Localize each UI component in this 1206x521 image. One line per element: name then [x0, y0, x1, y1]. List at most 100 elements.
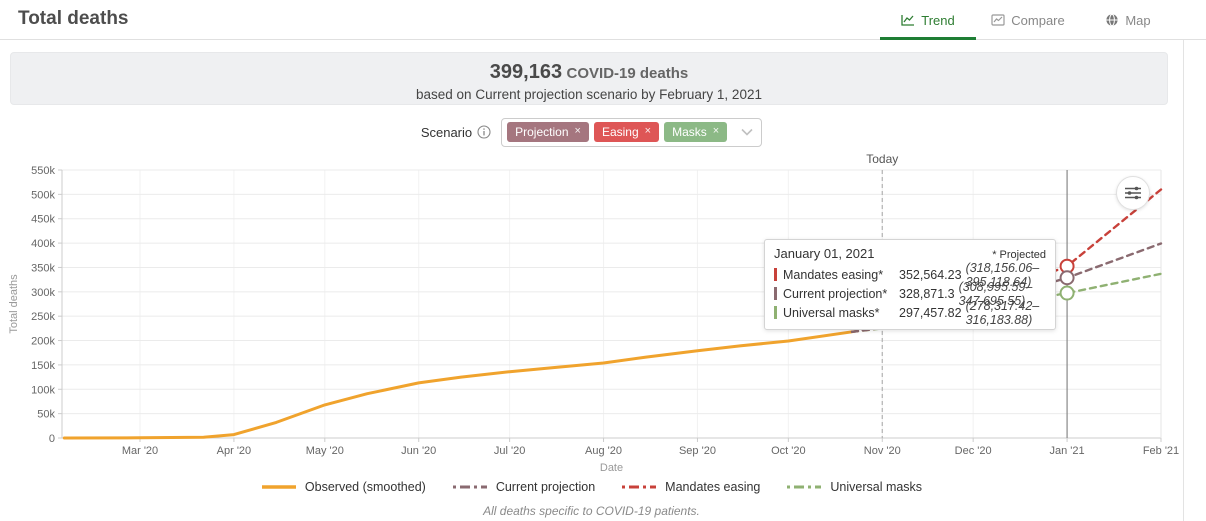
tooltip-row: Current projection* 328,871.3 (308,995.59–…: [774, 280, 1046, 308]
series-observed-smoothed-: [62, 330, 854, 440]
tooltip-series-ci: (278,317.42–316,183.88): [965, 298, 1040, 327]
remove-tag-icon[interactable]: ×: [644, 125, 652, 138]
summary-subtitle: based on Current projection scenario by …: [416, 87, 762, 102]
x-tick-label: Oct '20: [771, 445, 806, 457]
legend-label: Observed (smoothed): [304, 480, 426, 494]
scenario-row: Scenario Projection × Easing × Masks ×: [0, 116, 1183, 148]
scenario-label: Scenario: [420, 124, 473, 140]
page-title: Total deaths: [18, 8, 129, 29]
tooltip-series-color-bar: [774, 268, 777, 281]
y-tick-label: 350k: [31, 262, 55, 274]
tooltip-series-label: Current projection*: [783, 286, 888, 301]
tooltip-row: Universal masks* 297,457.82 (278,317.42–31…: [774, 299, 1046, 327]
y-tick-label: 400k: [31, 238, 55, 250]
scenario-tag-label: Projection: [515, 124, 569, 139]
tab-trend[interactable]: Trend: [878, 0, 978, 40]
scenario-tag-easing[interactable]: Easing ×: [593, 121, 660, 143]
y-tick-label: 0: [49, 433, 55, 445]
summary-banner: 399,163 COVID-19 deaths based on Current…: [10, 52, 1168, 105]
scenario-tag-label: Masks: [672, 124, 707, 139]
y-tick-label: 550k: [31, 165, 55, 177]
x-tick-label: Jun '20: [401, 445, 436, 457]
scenario-tag-label: Easing: [601, 124, 639, 139]
chart-footnote: All deaths specific to COVID-19 patients…: [483, 504, 700, 518]
y-tick-label: 450k: [31, 214, 55, 226]
compare-chart-icon: [991, 13, 1005, 27]
trend-chart: 0 50k 100k 150k 200k 250k 300k 350k 400k 450k 500k…: [8, 152, 1179, 474]
x-tick-label: Nov '20: [864, 445, 901, 457]
tooltip-series-color-bar: [774, 287, 777, 300]
chart-legend: Observed (smoothed) Current projection Man…: [0, 480, 1183, 494]
legend-item-current-projection[interactable]: Current projection: [452, 480, 595, 494]
tab-compare-label: Compare: [1011, 12, 1065, 28]
sliders-icon: [1125, 186, 1141, 200]
tooltip-date: January 01, 2021: [774, 246, 875, 261]
x-tick-label: Dec '20: [955, 445, 992, 457]
legend-item-universal-masks[interactable]: Universal masks: [786, 480, 922, 494]
hover-point-marker[interactable]: [1059, 285, 1075, 301]
x-tick-label: Sep '20: [679, 445, 716, 457]
x-tick-label: May '20: [306, 445, 344, 457]
scenario-tags: Projection × Easing × Masks ×: [507, 121, 728, 143]
x-tick-label: Mar '20: [122, 445, 158, 457]
y-tick-label: 150k: [31, 360, 55, 372]
tooltip-series-ci: (318,156.06–395,118.64): [965, 260, 1040, 289]
legend-swatch: [261, 485, 296, 489]
legend-swatch: [787, 485, 822, 489]
tooltip-series-value: 328,871.3: [899, 286, 955, 301]
x-axis-title: Date: [600, 462, 623, 474]
y-tick-label: 300k: [31, 287, 55, 299]
hover-point-marker[interactable]: [1059, 270, 1075, 286]
legend-item-mandates-easing[interactable]: Mandates easing: [621, 480, 760, 494]
x-tick-label: Apr '20: [217, 445, 252, 457]
trend-chart-icon: [901, 13, 915, 27]
map-globe-icon: [1105, 13, 1119, 27]
x-tick-label: Jan '21: [1050, 445, 1085, 457]
tooltip-series-value: 352,564.23: [899, 267, 962, 282]
legend-label: Current projection: [495, 480, 596, 494]
tab-trend-label: Trend: [921, 12, 955, 28]
tooltip-row: Mandates easing* 352,564.23 (318,156.06–39…: [774, 261, 1046, 289]
legend-label: Universal masks: [830, 480, 923, 494]
scenario-select[interactable]: Projection × Easing × Masks ×: [501, 117, 763, 147]
y-tick-label: 250k: [31, 311, 55, 323]
tooltip-series-value: 297,457.82: [899, 305, 962, 320]
tooltip-series-ci: (308,995.59–347,695.55): [958, 279, 1033, 308]
x-tick-label: Jul '20: [494, 445, 525, 457]
legend-item-observed-smoothed-[interactable]: Observed (smoothed): [261, 480, 426, 494]
tab-map[interactable]: Map: [1078, 0, 1178, 40]
tooltip-rows: Mandates easing* 352,564.23 (318,156.06–39…: [774, 261, 1046, 327]
x-tick-label: Feb '21: [1143, 445, 1179, 457]
tooltip-series-color-bar: [774, 306, 777, 319]
y-tick-label: 100k: [31, 384, 55, 396]
remove-tag-icon[interactable]: ×: [574, 125, 581, 138]
tooltip-header: January 01, 2021 * Projected: [774, 246, 1046, 261]
legend-swatch: [622, 485, 657, 489]
chevron-down-icon[interactable]: [741, 128, 753, 136]
info-icon[interactable]: [477, 125, 491, 139]
legend-swatch: [452, 485, 487, 489]
tab-map-label: Map: [1125, 12, 1151, 28]
summary-headline: 399,163 COVID-19 deaths: [11, 61, 1167, 84]
y-tick-label: 200k: [31, 336, 55, 348]
header: Total deaths Trend Compare Map: [0, 0, 1206, 40]
scenario-tag-projection[interactable]: Projection ×: [507, 121, 589, 143]
remove-tag-icon[interactable]: ×: [712, 125, 720, 138]
today-label: Today: [866, 152, 898, 166]
legend-label: Mandates easing: [665, 480, 761, 494]
tooltip-projected-note: * Projected: [992, 249, 1046, 261]
y-tick-label: 50k: [37, 409, 55, 421]
chart-options-button[interactable]: [1116, 176, 1150, 210]
view-tabs: Trend Compare Map: [878, 0, 1178, 40]
total-deaths-count: 399,163: [489, 61, 563, 83]
y-tick-label: 500k: [31, 189, 55, 201]
y-axis-title: Total deaths: [8, 274, 20, 334]
chart-tooltip: January 01, 2021 * Projected Mandates ea…: [764, 239, 1056, 330]
scenario-tag-masks[interactable]: Masks ×: [664, 121, 728, 143]
total-deaths-suffix: COVID-19 deaths: [566, 65, 689, 82]
tab-compare[interactable]: Compare: [978, 0, 1078, 40]
content-right-border: [1183, 40, 1184, 521]
tooltip-series-label: Universal masks*: [783, 305, 880, 320]
tooltip-series-label: Mandates easing*: [783, 267, 884, 282]
